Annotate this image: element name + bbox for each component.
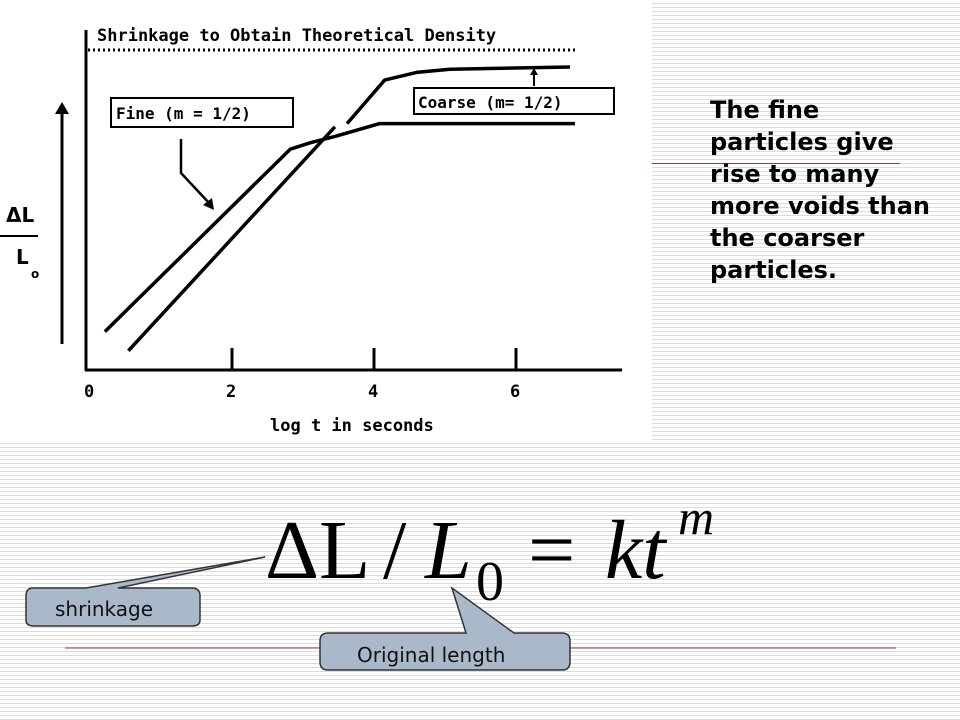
x-tick-label: 2	[226, 382, 236, 402]
original-length-callout: Original length	[319, 586, 571, 671]
equation-delta-l: ΔL	[265, 504, 370, 597]
fine-label-box: Fine (m = 1/2)	[110, 97, 294, 128]
title-divider-rule	[652, 163, 900, 164]
y-label-numerator: ΔL	[6, 203, 34, 227]
x-axis-label: log t in seconds	[270, 416, 434, 436]
equation-subscript-zero: 0	[476, 551, 504, 613]
shrinkage-callout: shrinkage	[25, 556, 266, 627]
equation: ΔL / L 0 = kt m	[265, 489, 714, 613]
x-tick-label: 0	[84, 382, 94, 402]
original-length-callout-text: Original length	[357, 643, 505, 667]
equation-slash: /	[383, 504, 407, 597]
coarse-label: Coarse (m= 1/2)	[418, 93, 563, 112]
x-tick-label: 4	[368, 382, 378, 402]
equation-equals: =	[528, 504, 575, 597]
x-tick-label: 6	[510, 382, 520, 402]
y-label-denominator: L	[16, 245, 29, 269]
gap-arrow	[530, 68, 538, 86]
coarse-curve-lower	[127, 125, 337, 352]
y-axis-up-arrow	[55, 102, 69, 344]
chart-image: Shrinkage to Obtain Theoretical Density …	[0, 0, 652, 440]
equation-kt: kt	[605, 504, 668, 597]
shrinkage-callout-text: shrinkage	[55, 597, 153, 621]
y-label-subscript: o	[31, 267, 39, 281]
coarse-label-box: Coarse (m= 1/2)	[413, 87, 615, 115]
fine-label: Fine (m = 1/2)	[116, 104, 251, 123]
shrinkage-chart: Shrinkage to Obtain Theoretical Density …	[0, 26, 622, 436]
coarse-curve-upper	[345, 65, 570, 125]
equation-l: L	[424, 504, 472, 597]
equation-area: ΔL / L 0 = kt m shrinkage Original lengt…	[25, 489, 896, 671]
chart-title: Shrinkage to Obtain Theoretical Density	[97, 26, 496, 46]
equation-exponent: m	[678, 489, 714, 545]
side-text: The fine particles give rise to many mor…	[710, 96, 930, 284]
fine-pointer-arrow	[179, 139, 214, 210]
